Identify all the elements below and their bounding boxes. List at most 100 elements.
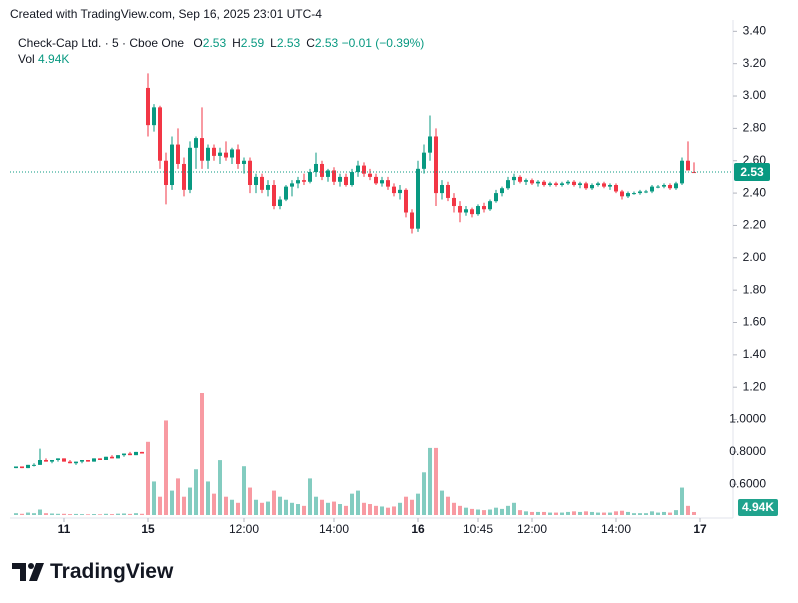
last-volume-box: [738, 499, 778, 516]
volume-bar: [284, 499, 288, 515]
volume-bar: [602, 512, 606, 515]
volume-bar: [494, 507, 498, 515]
volume-bar: [164, 420, 168, 515]
volume-bar: [20, 513, 24, 515]
y-tick-label: 2.40: [743, 185, 767, 199]
candle-body: [608, 185, 612, 187]
volume-bar: [320, 499, 324, 515]
volume-bar: [662, 511, 666, 515]
candle-body: [14, 466, 18, 469]
candle-body: [38, 460, 42, 465]
volume-bar: [194, 469, 198, 515]
candle-body: [440, 185, 444, 194]
candle-body: [314, 163, 318, 173]
volume-bar: [188, 487, 192, 515]
candle-body: [230, 149, 234, 158]
volume-bar: [392, 506, 396, 515]
candle-body: [596, 183, 600, 185]
candle-body: [170, 144, 174, 185]
candle-body: [350, 172, 354, 185]
candle-body: [254, 176, 258, 185]
candle-body: [410, 212, 414, 229]
candle-body: [578, 183, 582, 185]
volume-bar: [206, 481, 210, 515]
volume-bar: [506, 505, 510, 515]
ohlc-label: O: [193, 36, 203, 50]
candle-body: [458, 206, 462, 213]
y-tick-label: 3.40: [743, 23, 767, 37]
volume-bar: [566, 511, 570, 515]
candle-body: [176, 144, 180, 164]
volume-bar: [272, 490, 276, 515]
volume-bar: [296, 504, 300, 515]
candle-body: [20, 466, 24, 469]
symbol: Check-Cap Ltd. · 5 · Cboe One: [18, 36, 185, 50]
credit: Created with TradingView.com, Sep 16, 20…: [10, 7, 322, 21]
candle-body: [662, 185, 666, 187]
candle-body: [500, 188, 504, 194]
volume-bar: [122, 513, 126, 515]
candle-body: [572, 181, 576, 185]
candle-body: [626, 193, 630, 197]
last-volume-label: 4.94K: [742, 500, 774, 514]
volume-bar: [290, 502, 294, 515]
ohlc-value: 2.53: [276, 36, 301, 50]
volume-bar: [338, 504, 342, 515]
volume-bar: [356, 490, 360, 515]
ohlc-value: 2.53: [202, 36, 227, 50]
volume-value: 4.94K: [38, 52, 70, 66]
volume-bar: [236, 502, 240, 515]
volume-bar: [248, 487, 252, 515]
volume-bar: [344, 505, 348, 515]
volume-bar: [626, 511, 630, 515]
candle-body: [212, 147, 216, 156]
candle-body: [236, 149, 240, 164]
volume-bar: [398, 502, 402, 515]
last-price-box: [734, 163, 770, 182]
y-tick-label: 0.8000: [729, 444, 766, 458]
candle-body: [32, 464, 36, 466]
candle-body: [26, 464, 30, 469]
volume-bar: [554, 512, 558, 515]
candle-body: [110, 456, 114, 459]
volume-bar: [650, 511, 654, 515]
candle-body: [506, 180, 510, 189]
volume-bar: [128, 513, 132, 515]
candle-body: [260, 176, 264, 190]
volume-bar: [158, 496, 162, 515]
y-tick-label: 1.0000: [729, 412, 766, 426]
volume-bar: [230, 499, 234, 515]
volume-bar: [512, 502, 516, 515]
candle-body: [386, 180, 390, 187]
volume-bar: [638, 513, 642, 515]
candle-body: [188, 147, 192, 190]
volume-bar: [92, 514, 96, 515]
volume-bar: [218, 460, 222, 515]
candle-body: [308, 172, 312, 182]
volume-bar: [584, 511, 588, 515]
y-tick-label: 1.40: [743, 347, 767, 361]
ohlc: O2.53 H2.59 L2.53 C2.53: [187, 36, 338, 50]
y-tick-label: 1.80: [743, 282, 767, 296]
candle-body: [482, 206, 486, 210]
y-tick-label: 1.60: [743, 315, 767, 329]
volume-bar: [176, 478, 180, 515]
brand: TradingView: [12, 560, 173, 584]
y-tick-label: 3.00: [743, 88, 767, 102]
candle-body: [56, 458, 60, 460]
candle-body: [248, 160, 252, 185]
volume-bar: [590, 511, 594, 515]
x-tick-label: 14:00: [601, 522, 631, 536]
volume-bar: [542, 511, 546, 515]
candle-body: [284, 186, 288, 200]
x-tick-label: 12:00: [229, 522, 259, 536]
volume-bar: [374, 505, 378, 515]
candle-body: [98, 458, 102, 460]
candle-body: [668, 185, 672, 189]
x-tick-label: 11: [58, 522, 71, 536]
volume-bar: [632, 513, 636, 515]
candle-body: [338, 176, 342, 182]
candle-body: [644, 191, 648, 193]
candle-body: [164, 160, 168, 185]
